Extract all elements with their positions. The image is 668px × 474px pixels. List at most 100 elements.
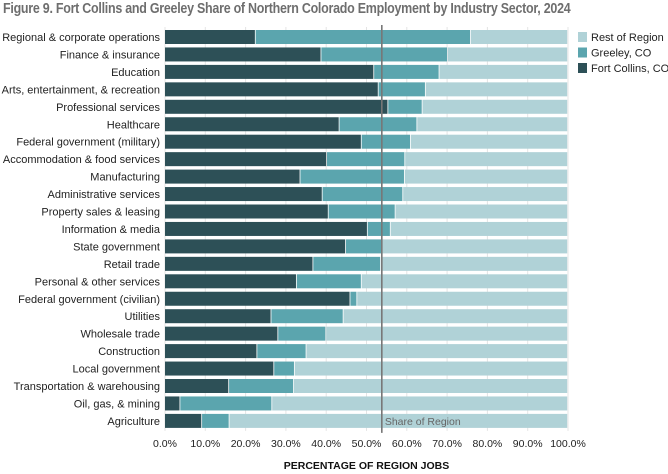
bar-segment-greeley-co [361,134,411,149]
x-tick-label: 20.0% [231,438,261,450]
bar-segment-rest-of-region [272,396,568,411]
legend-swatch [578,47,587,58]
bar-segment-greeley-co [339,117,417,132]
category-label: Manufacturing [90,172,160,184]
x-tick-label: 30.0% [271,438,301,450]
x-tick-label: 0.0% [153,438,177,450]
bar-segment-greeley-co [322,187,403,202]
legend-swatch [578,32,587,42]
x-tick-label: 90.0% [513,438,543,450]
bar-segment-rest-of-region [229,413,568,428]
bar-segment-greeley-co [296,274,361,289]
bar-segment-greeley-co [274,361,294,376]
category-label: Healthcare [107,119,160,131]
bar-segment-greeley-co [367,221,390,236]
category-label: Regional & corporate operations [2,32,160,44]
legend-label: Rest of Region [591,32,664,44]
bar-segment-fort-collins-co [165,99,388,114]
x-tick-label: 100.0% [550,438,586,450]
x-axis-label: PERCENTAGE OF REGION JOBS [284,460,450,472]
bar-segment-greeley-co [378,82,425,97]
reference-line-label: Share of Region [385,416,461,428]
bar-segment-rest-of-region [422,99,568,114]
bar-segment-rest-of-region [439,64,568,79]
bar-segment-greeley-co [313,256,381,271]
bar-segment-rest-of-region [405,152,568,167]
category-label: Construction [98,346,160,358]
bar-segment-fort-collins-co [165,47,321,62]
bar-segment-greeley-co [345,239,382,254]
x-tick-label: 10.0% [190,438,220,450]
category-label: Federal government (civilian) [18,294,160,306]
x-tick-label: 40.0% [311,438,341,450]
x-tick-label: 50.0% [352,438,382,450]
bar-segment-fort-collins-co [165,30,255,44]
bar-segment-greeley-co [278,326,326,341]
category-label: Personal & other services [35,276,161,288]
bar-segment-rest-of-region [381,239,568,254]
bar-segment-fort-collins-co [165,291,350,306]
bar-segment-fort-collins-co [165,169,300,184]
legend-label: Greeley, CO [591,48,652,60]
bar-segment-rest-of-region [361,274,568,289]
bar-segment-greeley-co [328,204,395,219]
bar-segment-rest-of-region [390,221,568,236]
category-label: Finance & insurance [60,49,160,61]
bar-segment-fort-collins-co [165,64,374,79]
x-tick-label: 70.0% [432,438,462,450]
category-label: Local government [73,364,160,376]
bar-segment-greeley-co [300,169,404,184]
legend-swatch [578,63,587,73]
bar-segment-fort-collins-co [165,344,257,359]
bar-segment-greeley-co [350,291,357,306]
bar-segment-greeley-co [255,30,471,44]
category-label: Information & media [62,224,161,236]
x-tick-label: 80.0% [473,438,503,450]
category-label: Arts, entertainment, & recreation [2,84,160,96]
bar-segment-fort-collins-co [165,134,361,149]
bar-segment-rest-of-region [417,117,568,132]
bar-segment-rest-of-region [470,30,568,44]
bar-segment-rest-of-region [404,169,568,184]
bar-segment-rest-of-region [425,82,568,97]
bar-segment-fort-collins-co [165,361,274,376]
bar-segment-fort-collins-co [165,82,378,97]
bar-segment-rest-of-region [357,291,568,306]
bar-segment-greeley-co [257,344,306,359]
bar-segment-greeley-co [271,309,343,324]
bar-segment-greeley-co [388,99,422,114]
bar-segment-fort-collins-co [165,117,339,132]
bar-segment-rest-of-region [403,187,568,202]
bar-segment-greeley-co [327,152,405,167]
category-label: Accommodation & food services [3,154,161,166]
bar-segment-rest-of-region [381,256,568,271]
category-label: Utilities [125,311,161,323]
bar-segment-fort-collins-co [165,152,327,167]
category-label: Oil, gas, & mining [74,398,160,410]
bar-segment-rest-of-region [326,326,568,341]
category-label: Federal government (military) [16,137,160,149]
bar-segment-fort-collins-co [165,204,328,219]
legend-label: Fort Collins, CO [591,63,668,75]
bar-segment-rest-of-region [343,309,568,324]
category-label: Agriculture [107,416,160,428]
bar-segment-fort-collins-co [165,187,322,202]
bar-segment-greeley-co [229,379,294,393]
category-label: Transportation & warehousing [14,381,160,393]
bar-segment-fort-collins-co [165,309,271,324]
bar-segment-rest-of-region [395,204,568,219]
category-label: Administrative services [48,189,161,201]
bar-segment-greeley-co [180,396,272,411]
x-tick-label: 60.0% [392,438,422,450]
bar-segment-rest-of-region [447,47,568,62]
bar-segment-greeley-co [202,413,229,428]
bar-segment-greeley-co [374,64,439,79]
category-label: Wholesale trade [81,329,161,341]
bar-segment-rest-of-region [306,344,568,359]
bar-segment-fort-collins-co [165,274,296,289]
chart-title: Figure 9. Fort Collins and Greeley Share… [3,1,571,17]
category-label: Retail trade [104,259,160,271]
category-label: Education [111,67,160,79]
bar-segment-fort-collins-co [165,256,313,271]
